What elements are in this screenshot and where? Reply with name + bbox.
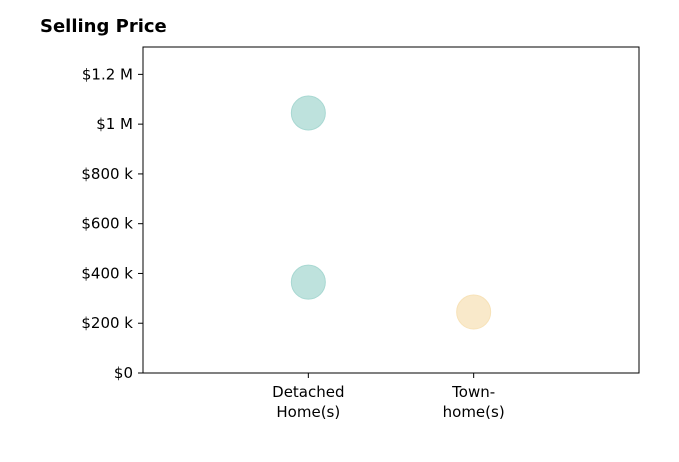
y-tick-label: $600 k: [81, 215, 133, 233]
plot-area-frame: [142, 46, 640, 374]
data-point: [290, 95, 326, 131]
y-tick-label: $200 k: [81, 314, 133, 332]
data-point: [290, 264, 326, 300]
y-tick-label: $0: [114, 364, 133, 382]
y-axis: $0 $200 k $400 k $600 k $800 k $1 M $1.2 M: [81, 65, 143, 382]
y-tick-label: $800 k: [81, 165, 133, 183]
x-axis: Detached Home(s) Town-home(s): [272, 373, 505, 421]
x-tick-label: Town-home(s): [443, 383, 505, 421]
x-tick-label: Detached Home(s): [272, 383, 344, 421]
data-point: [456, 294, 492, 330]
y-tick-label: $1 M: [96, 115, 133, 133]
x-tick-label-line: Town-: [451, 383, 495, 401]
y-tick-label: $1.2 M: [82, 65, 133, 83]
data-points: [290, 95, 492, 330]
x-tick-label-line: home(s): [443, 403, 505, 421]
chart-title: Selling Price: [40, 16, 167, 37]
y-tick-label: $400 k: [81, 264, 133, 282]
x-tick-label-line: Home(s): [276, 403, 340, 421]
x-tick-label-line: Detached: [272, 383, 344, 401]
